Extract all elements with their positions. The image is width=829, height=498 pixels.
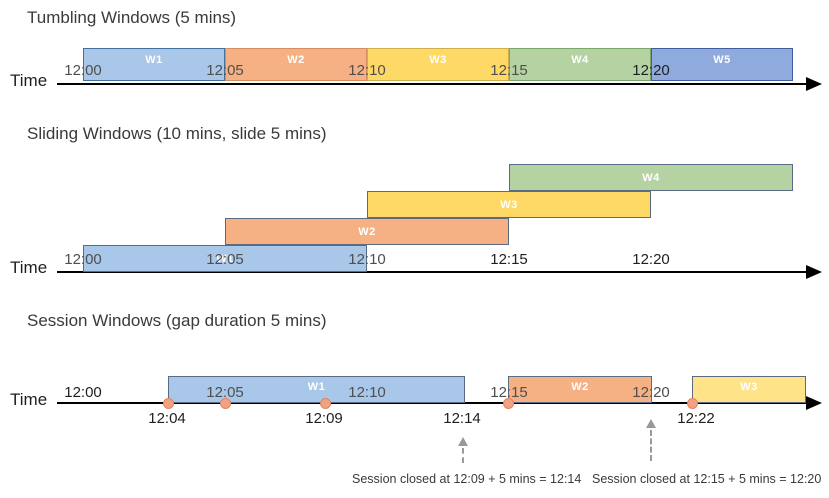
- sliding-axis-arrowhead-icon: [806, 265, 822, 279]
- tick-label: 12:00: [64, 384, 102, 401]
- tick-label: 12:20: [632, 251, 670, 268]
- sliding-window-w1: W1: [83, 245, 367, 272]
- window-label: W3: [740, 381, 758, 393]
- window-label: W4: [571, 54, 589, 66]
- session-time-axis: [57, 402, 808, 404]
- window-label: W2: [358, 225, 376, 238]
- event-time-label: 12:04: [148, 410, 186, 427]
- tick-label: 12:05: [206, 62, 244, 79]
- event-time-label: 12:22: [677, 410, 715, 427]
- session-window-w3: W3: [692, 376, 806, 403]
- event-time-label: 12:14: [443, 410, 481, 427]
- tick-label: 12:20: [632, 384, 670, 401]
- window-label: W1: [307, 381, 326, 393]
- window-label: W2: [287, 54, 305, 66]
- window-label: W3: [500, 198, 518, 211]
- window-label: W1: [145, 54, 163, 66]
- event-time-label: 12:09: [305, 410, 343, 427]
- tumbling-window-w1: W1: [83, 48, 225, 81]
- window-label: W3: [429, 54, 447, 66]
- session-window-w1: W1: [168, 376, 465, 403]
- tick-label: 12:05: [206, 251, 244, 268]
- sliding-axis-label: Time: [10, 258, 48, 277]
- tumbling-window-w2: W2: [225, 48, 367, 81]
- tick-label: 12:10: [348, 62, 386, 79]
- up-arrow-icon: [646, 419, 656, 428]
- tumbling-axis-label: Time: [10, 71, 48, 90]
- tumbling-axis-arrowhead-icon: [806, 77, 822, 91]
- event-dot: [687, 398, 698, 409]
- window-label: W1: [216, 252, 234, 265]
- window-label: W4: [642, 171, 660, 184]
- tumbling-window-w5: W5: [651, 48, 793, 81]
- tumbling-window-w3: W3: [367, 48, 509, 81]
- session-axis-arrowhead-icon: [806, 396, 822, 410]
- tick-label: 12:15: [490, 384, 528, 401]
- tick-label: 12:10: [348, 384, 386, 401]
- tick-label: 12:20: [632, 62, 670, 79]
- event-dot: [220, 398, 231, 409]
- event-dot: [163, 398, 174, 409]
- session-close-annotation-1: Session closed at 12:09 + 5 mins = 12:14: [352, 472, 582, 486]
- tick-label: 12:00: [64, 251, 102, 268]
- tick-label: 12:10: [348, 251, 386, 268]
- sliding-time-axis: [57, 271, 808, 273]
- dashed-arrow-stem: [462, 448, 464, 463]
- tumbling-window-w4: W4: [509, 48, 651, 81]
- window-label: W2: [571, 381, 589, 393]
- tick-label: 12:15: [490, 251, 528, 268]
- event-dot: [503, 398, 514, 409]
- tick-label: 12:05: [206, 384, 244, 401]
- tumbling-time-axis: [57, 83, 808, 85]
- sliding-title: Sliding Windows (10 mins, slide 5 mins): [27, 124, 327, 143]
- tick-label: 12:00: [64, 62, 102, 79]
- tick-label: 12:15: [490, 62, 528, 79]
- up-arrow-icon: [458, 437, 468, 446]
- sliding-window-w2: W2: [225, 218, 509, 245]
- session-close-annotation-2: Session closed at 12:15 + 5 mins = 12:20: [592, 472, 822, 486]
- session-window-w2: W2: [508, 376, 652, 403]
- sliding-window-w4: W4: [509, 164, 793, 191]
- window-label: W5: [713, 54, 731, 66]
- event-dot: [320, 398, 331, 409]
- tumbling-title: Tumbling Windows (5 mins): [27, 8, 237, 27]
- dashed-arrow-stem: [650, 430, 652, 461]
- session-axis-label: Time: [10, 390, 48, 409]
- session-title: Session Windows (gap duration 5 mins): [27, 311, 327, 330]
- sliding-window-w3: W3: [367, 191, 651, 218]
